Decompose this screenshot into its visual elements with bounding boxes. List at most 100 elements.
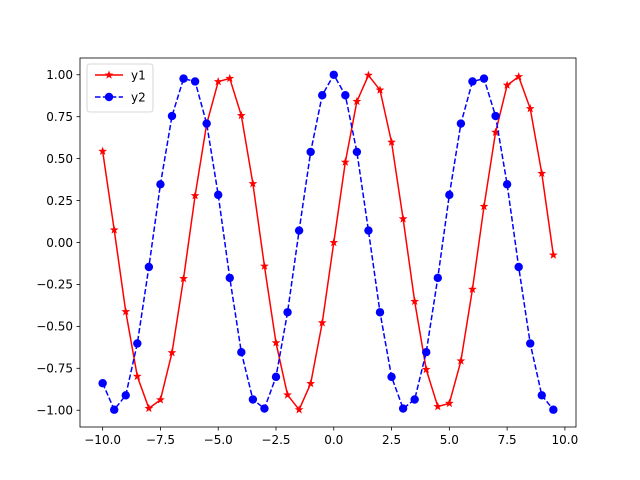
data-point-y1	[329, 237, 339, 247]
data-point-y1	[491, 127, 500, 137]
data-point-y1	[283, 390, 292, 399]
data-point-y2	[422, 347, 431, 357]
data-point-y1	[156, 395, 165, 404]
y-tick-label: 0.25	[46, 194, 73, 208]
x-tick-label: −5.0	[204, 433, 233, 447]
data-point-y2	[144, 262, 154, 272]
data-point-y2	[479, 74, 489, 83]
data-point-y2	[294, 226, 304, 235]
data-point-y1	[525, 104, 535, 113]
data-point-y2	[271, 372, 281, 382]
data-point-y1	[387, 137, 396, 146]
data-point-y1	[179, 273, 188, 283]
data-point-y1	[502, 80, 512, 89]
legend-marker-y2	[104, 92, 114, 102]
data-point-y2	[329, 70, 338, 79]
x-tick-label: 7.5	[498, 433, 517, 447]
data-point-y2	[283, 308, 292, 317]
data-point-y1	[340, 157, 350, 166]
data-point-y2	[364, 226, 373, 235]
data-point-y2	[167, 111, 177, 121]
data-point-y1	[306, 378, 316, 388]
data-point-y2	[121, 391, 130, 400]
data-point-y1	[190, 191, 200, 200]
data-point-y2	[433, 273, 442, 283]
data-point-y1	[456, 356, 466, 365]
data-point-y1	[294, 405, 304, 414]
data-point-y1	[121, 307, 131, 316]
data-point-y2	[468, 77, 477, 86]
y-tick-label: −1.00	[36, 404, 73, 418]
data-point-y2	[98, 379, 107, 388]
data-point-y1	[248, 179, 258, 188]
y-tick-label: 0.50	[46, 152, 73, 166]
data-point-y1	[167, 348, 177, 357]
data-point-y2	[202, 119, 211, 128]
data-point-y2	[549, 405, 558, 414]
legend: y1 y2	[86, 63, 154, 113]
data-point-y1	[421, 364, 431, 374]
data-point-y1	[398, 214, 408, 223]
data-point-y1	[225, 73, 235, 83]
x-tick-label: 10.0	[552, 433, 579, 447]
y-tick-label: 0.75	[46, 110, 73, 124]
axes: −10.0 −7.5 −5.0 −2.5 0.0 2.5 5.0 7.5 10.0 −1.00 −0…	[36, 57, 579, 447]
data-point-y1	[410, 296, 420, 306]
y-tick-label: −0.50	[36, 320, 73, 334]
data-point-y2	[110, 405, 119, 414]
x-tick-label: 2.5	[382, 433, 401, 447]
data-point-y2	[514, 262, 523, 272]
data-point-y2	[248, 395, 258, 404]
series-line-y1	[101, 74, 555, 411]
data-point-y2	[537, 391, 546, 400]
data-point-y1	[213, 77, 223, 86]
data-point-y1	[271, 338, 281, 347]
data-point-y1	[144, 403, 154, 413]
data-point-y2	[260, 404, 269, 413]
data-point-y1	[109, 225, 119, 234]
data-point-y1	[444, 398, 454, 408]
x-tick-label: 0.0	[324, 433, 343, 447]
x-tick-label: −7.5	[146, 433, 175, 447]
data-point-y1	[260, 261, 269, 270]
data-point-y1	[548, 250, 558, 259]
data-point-y2	[341, 91, 350, 100]
data-point-y2	[456, 119, 466, 128]
data-point-y2	[237, 347, 246, 357]
y-tick-label: −0.25	[36, 278, 73, 292]
data-point-y1	[514, 72, 524, 81]
data-point-y2	[375, 308, 385, 317]
legend-label-y1: y1	[131, 69, 146, 83]
data-point-y1	[352, 96, 362, 106]
plot-area	[98, 70, 558, 414]
y-tick-label: 1.00	[46, 68, 73, 82]
data-point-y1	[468, 284, 477, 294]
data-point-y1	[364, 70, 373, 79]
data-point-y2	[133, 339, 142, 348]
data-point-y2	[156, 180, 165, 189]
data-point-y2	[306, 147, 315, 157]
data-point-y1	[317, 318, 327, 327]
data-point-y1	[236, 110, 246, 120]
data-point-y2	[410, 395, 419, 404]
data-point-y2	[318, 91, 327, 100]
data-point-y1	[375, 85, 385, 94]
x-tick-label: −10.0	[84, 433, 121, 447]
data-point-y2	[398, 404, 408, 413]
data-point-y2	[502, 180, 512, 189]
data-point-y1	[433, 401, 443, 411]
series-line-y2	[101, 74, 554, 411]
data-point-y2	[526, 339, 535, 348]
y-tick-label: 0.00	[46, 236, 73, 250]
data-point-y2	[190, 77, 200, 86]
data-point-y2	[179, 74, 188, 83]
legend-box	[86, 63, 154, 113]
legend-marker-y1	[104, 70, 114, 79]
data-point-y1	[132, 371, 142, 381]
data-point-y1	[98, 146, 108, 155]
y-tick-label: −0.75	[36, 362, 73, 376]
data-point-y2	[352, 147, 362, 157]
data-point-y2	[387, 372, 396, 382]
x-tick-label: 5.0	[440, 433, 459, 447]
